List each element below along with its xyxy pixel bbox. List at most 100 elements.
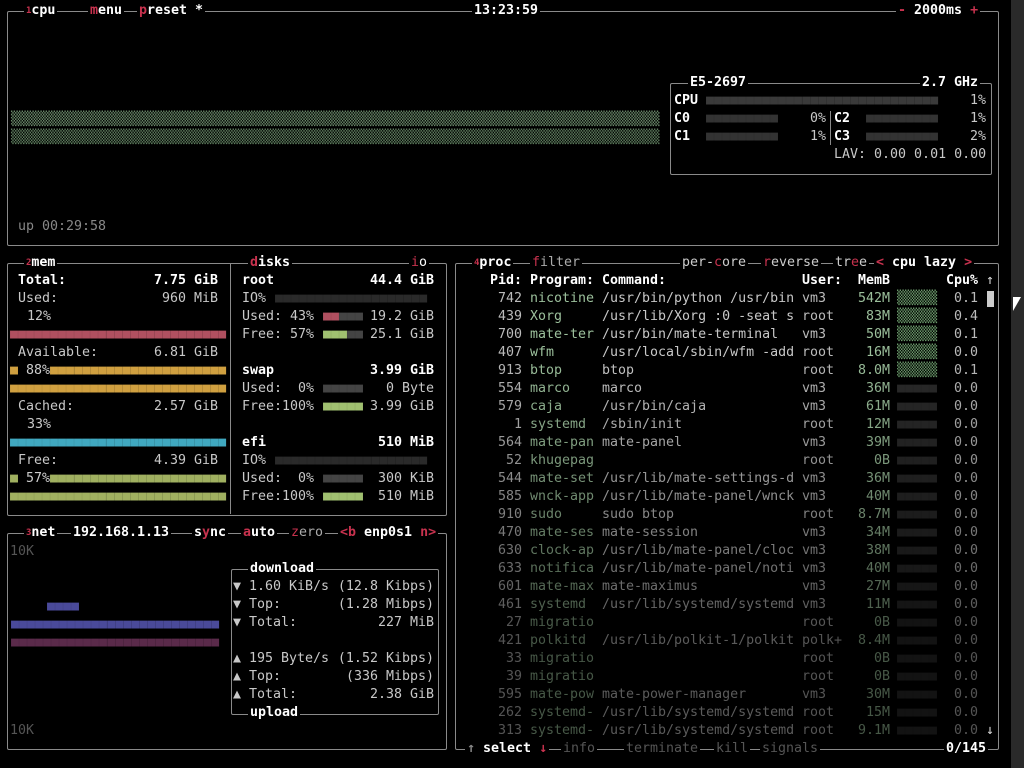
info-button[interactable]: info — [561, 740, 598, 758]
process-cpu: 0.0 — [953, 579, 978, 594]
process-cpu: 0.0 — [953, 381, 978, 396]
net-upload-graph: ■■■■■■■■■■■■■■■■■■■■■■■■■■ — [11, 635, 220, 650]
process-user: vm3 — [802, 543, 827, 558]
terminate-button[interactable]: terminate — [624, 740, 701, 758]
process-program: systemd — [530, 417, 587, 432]
proc-scroll-thumb[interactable] — [987, 291, 994, 307]
process-program: migratio — [530, 615, 595, 630]
mem-free-label: Free: — [18, 453, 59, 468]
header-cpu[interactable]: Cpu% — [945, 273, 978, 288]
header-program[interactable]: Program: — [530, 273, 595, 288]
info-label: info — [563, 741, 596, 756]
disk-used-value: 300 KiB — [377, 471, 434, 486]
process-cpu-graph: ■■■■■ — [897, 723, 938, 738]
mem-panel — [7, 263, 447, 516]
process-user: root — [802, 723, 835, 738]
panel-number: 1 — [26, 6, 32, 16]
download-title: download — [248, 560, 317, 578]
preset-button[interactable]: preset * — [137, 2, 206, 20]
update-interval[interactable]: - 2000ms + — [896, 2, 981, 20]
proc-filter[interactable]: filter — [530, 254, 583, 272]
disks-title[interactable]: disks — [248, 254, 293, 272]
process-user: vm3 — [802, 327, 827, 342]
process-command: /usr/lib/systemd/systemd — [602, 723, 795, 738]
process-command: mate-power-manager — [602, 687, 747, 702]
process-pid: 470 — [497, 525, 522, 540]
disk-used-value: 0 Byte — [385, 381, 434, 396]
process-pid: 33 — [505, 651, 522, 666]
header-pid[interactable]: Pid: — [489, 273, 522, 288]
net-panel-title[interactable]: 3net — [24, 524, 58, 542]
reverse-toggle[interactable]: reverse — [761, 254, 822, 272]
net-download-label: ▼ Top: — [233, 597, 282, 612]
process-cpu: 0.0 — [953, 471, 978, 486]
process-user: root — [802, 669, 835, 684]
process-command: /usr/lib/Xorg :0 -seat s — [602, 309, 795, 324]
io-toggle[interactable]: io — [409, 254, 430, 272]
process-pid: 564 — [497, 435, 522, 450]
cpu-panel-title[interactable]: 1cpu — [24, 2, 58, 20]
menu-button[interactable]: menu — [88, 2, 125, 20]
net-sync-toggle[interactable]: sync — [192, 524, 229, 542]
process-program: caja — [530, 399, 563, 414]
process-cpu-graph: ■■■■■ — [897, 687, 938, 702]
mem-cached-value: 2.57 GiB — [153, 399, 218, 414]
mem-free-bar: ■ 57%■■■■■■■■■■■■■■■■■■■■■■ — [10, 471, 227, 486]
process-command: /usr/lib/mate-panel/wnck — [602, 489, 795, 504]
core-bar: ■■■■■■■■■ — [866, 129, 939, 144]
header-mem[interactable]: MemB — [857, 273, 890, 288]
process-cpu-graph: ■■■■■ — [897, 579, 938, 594]
net-interface-selector[interactable]: <b enp0s1 n> — [338, 524, 439, 542]
net-auto-toggle[interactable]: auto — [241, 524, 278, 542]
process-command: sudo btop — [602, 507, 675, 522]
process-program: mate-set — [530, 471, 595, 486]
disk-name: root — [242, 273, 275, 288]
process-command: /usr/local/sbin/wfm -add — [602, 345, 795, 360]
header-user[interactable]: User: — [802, 273, 843, 288]
tree-toggle[interactable]: tree — [833, 254, 870, 272]
io-label: o — [419, 255, 428, 270]
process-mem: 61M — [865, 399, 890, 414]
process-cpu-graph: ■■■■■ — [897, 543, 938, 558]
kill-button[interactable]: kill — [714, 740, 751, 758]
panel-number: 3 — [26, 528, 32, 538]
process-cpu-graph: ■■■■■ — [897, 399, 938, 414]
disk-used-bar: ■■■■■ — [323, 381, 364, 396]
per-core-toggle[interactable]: per-core — [680, 254, 749, 272]
process-user: vm3 — [802, 471, 827, 486]
sort-selector[interactable]: < cpu lazy > — [874, 254, 975, 272]
scroll-down-arrow[interactable]: ↓ — [986, 723, 995, 738]
scroll-up-arrow[interactable]: ↑ — [986, 273, 995, 288]
net-zero-toggle[interactable]: zero — [289, 524, 326, 542]
mem-cached-percent: 33% — [27, 417, 52, 432]
mem-title: mem — [31, 255, 56, 270]
process-command: marco — [602, 381, 643, 396]
signals-button[interactable]: signals — [760, 740, 821, 758]
proc-panel-title[interactable]: 4proc — [472, 254, 514, 272]
process-mem: 34M — [865, 525, 890, 540]
process-program: migratio — [530, 651, 595, 666]
interval-decrease[interactable]: - — [898, 3, 907, 18]
net-ip: 192.168.1.13 — [71, 524, 172, 542]
core-label: C3 — [834, 129, 851, 144]
window-scrollbar[interactable] — [1011, 0, 1024, 768]
select-control[interactable]: ↑ select ↓ — [465, 740, 550, 758]
net-upload-label: ▲ Top: — [233, 669, 282, 684]
header-command[interactable]: Command: — [602, 273, 667, 288]
cpu-graph-row: ▒▒▒▒▒▒▒▒▒▒▒▒▒▒▒▒▒▒▒▒▒▒▒▒▒▒▒▒▒▒▒▒▒▒▒▒▒▒▒▒… — [11, 112, 660, 127]
net-download-graph-peak: ■■■■ — [47, 599, 80, 614]
process-mem: 83M — [865, 309, 890, 324]
process-command: /usr/lib/polkit-1/polkit — [602, 633, 795, 648]
disk-free-bar: ■■■■■ — [323, 399, 364, 414]
process-user: root — [802, 651, 835, 666]
mem-disks-divider — [230, 263, 231, 514]
process-mem: 15M — [865, 705, 890, 720]
process-cpu: 0.0 — [953, 597, 978, 612]
mem-panel-title[interactable]: 2mem — [24, 254, 58, 272]
process-command: /usr/bin/python /usr/bin — [602, 291, 795, 306]
process-program: mate-ses — [530, 525, 595, 540]
process-user: vm3 — [802, 435, 827, 450]
interval-increase[interactable]: + — [970, 3, 979, 18]
process-user: root — [802, 309, 835, 324]
process-user: vm3 — [802, 579, 827, 594]
